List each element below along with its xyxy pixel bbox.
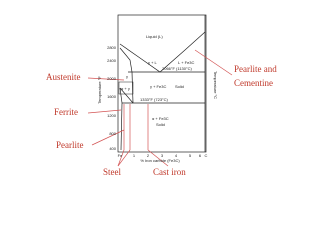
callout: Cementine	[234, 78, 273, 88]
region-label: γ	[126, 74, 128, 79]
region-label: L + Fe3C	[178, 60, 195, 65]
region-label: Liquid (L)	[146, 34, 163, 39]
callouts: Austenite Ferrite Pearlite Pearlite and …	[46, 64, 277, 177]
tick-label: 400	[109, 146, 116, 151]
slide: Liquid (L) γ + L L + Fe3C 2066°F (1130°C…	[0, 0, 320, 180]
region-label: γ + Fe3C	[150, 84, 166, 89]
callout: Steel	[103, 167, 121, 177]
steel-arrow	[117, 149, 131, 167]
axis-title: Temperature °F	[97, 76, 102, 104]
solidus	[119, 47, 133, 73]
tick-label: 2800	[107, 45, 117, 50]
callout: Pearlite and	[234, 64, 277, 74]
callout: Austenite	[46, 72, 81, 82]
tick-label: 6	[199, 153, 202, 158]
tick-label: 2	[147, 153, 150, 158]
tick-label: Fe	[118, 153, 123, 158]
callout: Ferrite	[54, 107, 78, 117]
alpha-gamma-box	[118, 81, 134, 95]
tick-label: 4	[175, 153, 178, 158]
bottom-axis: Fe 1 2 3 4 5 6 C % Iron carbide (Fe3C)	[118, 153, 208, 163]
highlight-lines	[87, 49, 233, 167]
pearlite-arrow	[91, 129, 125, 146]
acm-line	[131, 71, 134, 104]
austenite-arrow	[87, 77, 125, 81]
tick-label: 1200	[107, 113, 117, 118]
tick-label: 2000	[107, 76, 117, 81]
callout: Cast iron	[153, 167, 186, 177]
tick-label: 3	[161, 153, 164, 158]
ferrite-arrow	[87, 109, 122, 114]
tick-label: 1600	[107, 94, 117, 99]
region-label: 2066°F (1130°C)	[162, 66, 192, 71]
cast-iron-arrow	[147, 149, 169, 167]
region-label: Solid	[175, 84, 184, 89]
a3-line	[119, 87, 134, 104]
axis-title: % Iron carbide (Fe3C)	[140, 158, 180, 163]
region-label: 1333°F (723°C)	[140, 97, 169, 102]
region-label: α + γ	[121, 86, 130, 91]
region-label: Solid	[156, 122, 165, 127]
left-axis: Temperature °F 2800 2400 2000 1600 1200 …	[97, 45, 117, 151]
steel-arrow	[117, 149, 125, 167]
axis-title: Temperature °C	[213, 71, 218, 99]
tick-label: 5	[189, 153, 192, 158]
callout: Pearlite	[56, 140, 84, 150]
frame	[117, 14, 207, 153]
phase-diagram	[117, 14, 207, 153]
tick-label: C	[205, 153, 208, 158]
region-label: α + Fe3C	[152, 116, 169, 121]
alpha-boundary	[119, 87, 123, 151]
tick-label: 800	[109, 131, 116, 136]
region-label: γ + L	[148, 60, 158, 65]
background	[0, 0, 320, 180]
tick-label: 1	[133, 153, 136, 158]
region-labels: Liquid (L) γ + L L + Fe3C 2066°F (1130°C…	[121, 34, 195, 127]
pearlite-cementine-arrow	[194, 49, 233, 76]
tick-label: 2400	[107, 58, 117, 63]
